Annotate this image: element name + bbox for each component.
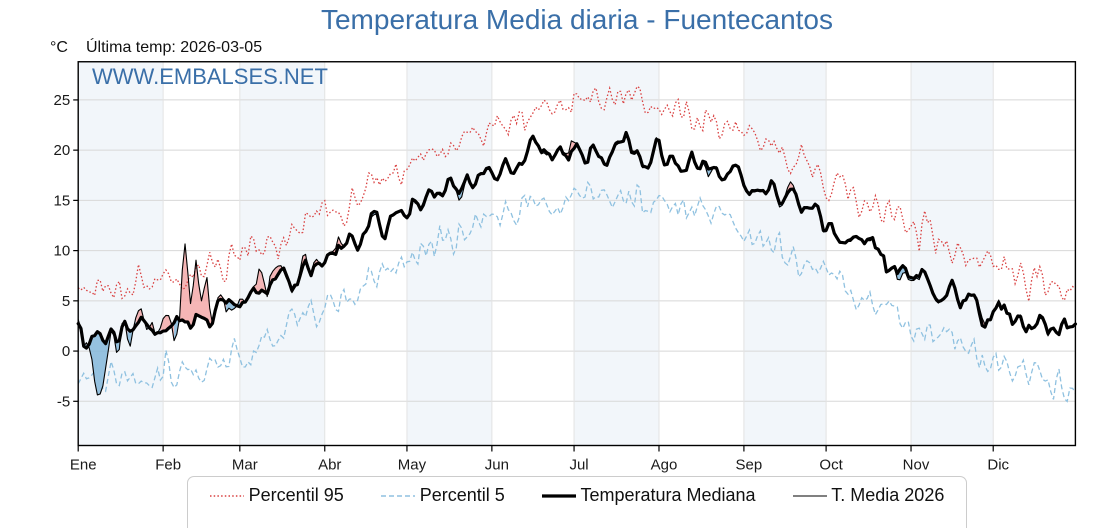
svg-text:Feb: Feb <box>155 457 181 474</box>
svg-text:Mar: Mar <box>232 457 258 474</box>
svg-text:May: May <box>398 457 427 474</box>
svg-text:Abr: Abr <box>318 457 341 474</box>
svg-text:10: 10 <box>54 243 71 260</box>
svg-text:Jul: Jul <box>569 457 588 474</box>
svg-text:Sep: Sep <box>736 457 763 474</box>
svg-text:25: 25 <box>54 92 71 109</box>
svg-text:20: 20 <box>54 142 71 159</box>
svg-text:Oct: Oct <box>819 457 843 474</box>
svg-text:-5: -5 <box>57 393 70 410</box>
svg-text:Jun: Jun <box>485 457 509 474</box>
svg-text:Nov: Nov <box>903 457 930 474</box>
svg-text:Ago: Ago <box>651 457 678 474</box>
svg-text:WWW.EMBALSES.NET: WWW.EMBALSES.NET <box>92 64 328 89</box>
svg-text:15: 15 <box>54 192 71 209</box>
svg-text:Dic: Dic <box>987 457 1009 474</box>
svg-text:0: 0 <box>62 343 70 360</box>
svg-text:Ene: Ene <box>70 457 97 474</box>
svg-text:5: 5 <box>62 293 70 310</box>
